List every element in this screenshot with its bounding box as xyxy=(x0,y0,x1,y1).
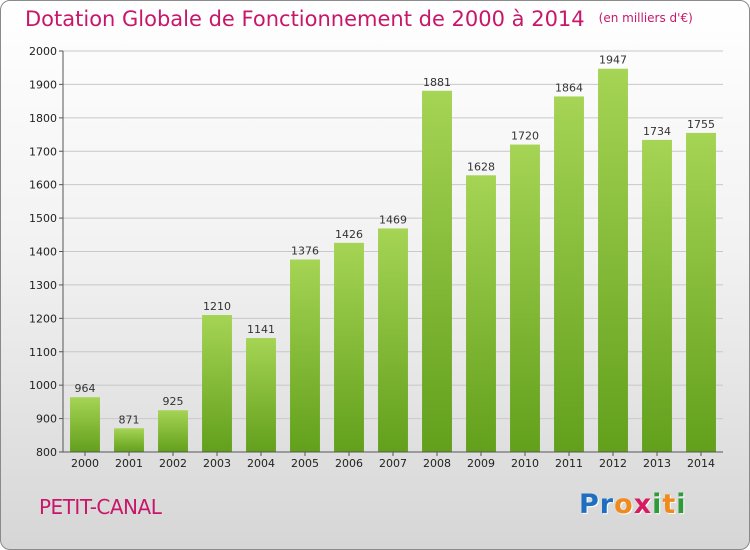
bar xyxy=(70,397,100,452)
data-label: 1864 xyxy=(555,81,583,94)
logo-letter: i xyxy=(652,489,663,520)
logo-letter: o xyxy=(614,489,634,520)
x-tick-label: 2014 xyxy=(687,457,715,470)
x-tick-label: 2005 xyxy=(291,457,319,470)
data-label: 1426 xyxy=(335,228,363,241)
chart-unit: (en milliers d'€) xyxy=(598,11,693,25)
bar xyxy=(334,242,364,452)
bar xyxy=(642,139,672,452)
y-tick-label: 1200 xyxy=(29,312,57,325)
bar xyxy=(686,132,716,452)
data-label: 1881 xyxy=(423,76,451,89)
y-tick-label: 900 xyxy=(36,413,57,426)
x-tick-label: 2011 xyxy=(555,457,583,470)
x-tick-label: 2003 xyxy=(203,457,231,470)
x-tick-label: 2008 xyxy=(423,457,451,470)
y-tick-label: 1000 xyxy=(29,379,57,392)
bar xyxy=(422,90,452,452)
data-label: 1141 xyxy=(247,323,275,336)
data-label: 871 xyxy=(119,413,140,426)
data-label: 1210 xyxy=(203,300,231,313)
logo-letter: i xyxy=(676,489,687,520)
bar xyxy=(598,68,628,453)
labels: 800 900 1000 1100 1200 1300 1400 1500 1600 1700 18… xyxy=(29,45,715,470)
bar xyxy=(290,259,320,452)
logo-letter: t xyxy=(662,489,677,520)
commune-name: PETIT-CANAL xyxy=(39,495,162,519)
x-tick-label: 2012 xyxy=(599,457,627,470)
logo-letter: r xyxy=(599,489,615,520)
bar xyxy=(510,144,540,453)
bars xyxy=(70,68,716,453)
data-label: 1376 xyxy=(291,245,319,258)
logo-letter: x xyxy=(633,489,653,520)
x-tick-label: 2000 xyxy=(71,457,99,470)
x-tick-label: 2009 xyxy=(467,457,495,470)
bar xyxy=(466,175,496,452)
x-tick-label: 2010 xyxy=(511,457,539,470)
y-tick-label: 1100 xyxy=(29,346,57,359)
y-tick-label: 1900 xyxy=(29,78,57,91)
y-tick-label: 1400 xyxy=(29,246,57,259)
data-label: 1734 xyxy=(643,125,671,138)
x-tick-label: 2001 xyxy=(115,457,143,470)
y-tick-label: 1300 xyxy=(29,279,57,292)
bar xyxy=(202,314,232,452)
data-label: 1720 xyxy=(511,130,539,143)
bar xyxy=(158,410,188,452)
bar xyxy=(554,96,584,453)
y-tick-label: 1700 xyxy=(29,145,57,158)
data-label: 1628 xyxy=(467,160,495,173)
data-label: 964 xyxy=(75,382,96,395)
data-label: 1469 xyxy=(379,213,407,226)
x-tick-label: 2007 xyxy=(379,457,407,470)
data-label: 1947 xyxy=(599,54,627,67)
y-tick-label: 1600 xyxy=(29,179,57,192)
x-tick-label: 2006 xyxy=(335,457,363,470)
bar xyxy=(378,228,408,452)
x-tick-label: 2004 xyxy=(247,457,275,470)
bar xyxy=(246,338,276,452)
data-label: 925 xyxy=(163,395,184,408)
x-tick-label: 2002 xyxy=(159,457,187,470)
y-tick-label: 1800 xyxy=(29,112,57,125)
logo-letter: P xyxy=(579,489,600,520)
axes xyxy=(59,50,723,456)
bar xyxy=(114,428,144,452)
y-tick-label: 800 xyxy=(36,446,57,459)
chart-title: Dotation Globale de Fonctionnement de 20… xyxy=(25,7,693,31)
data-label: 1755 xyxy=(687,118,715,131)
x-tick-label: 2013 xyxy=(643,457,671,470)
chart-title-text: Dotation Globale de Fonctionnement de 20… xyxy=(25,7,585,31)
y-tick-label: 1500 xyxy=(29,212,57,225)
proxiti-logo: Proxiti xyxy=(579,489,687,520)
y-tick-label: 2000 xyxy=(29,45,57,58)
